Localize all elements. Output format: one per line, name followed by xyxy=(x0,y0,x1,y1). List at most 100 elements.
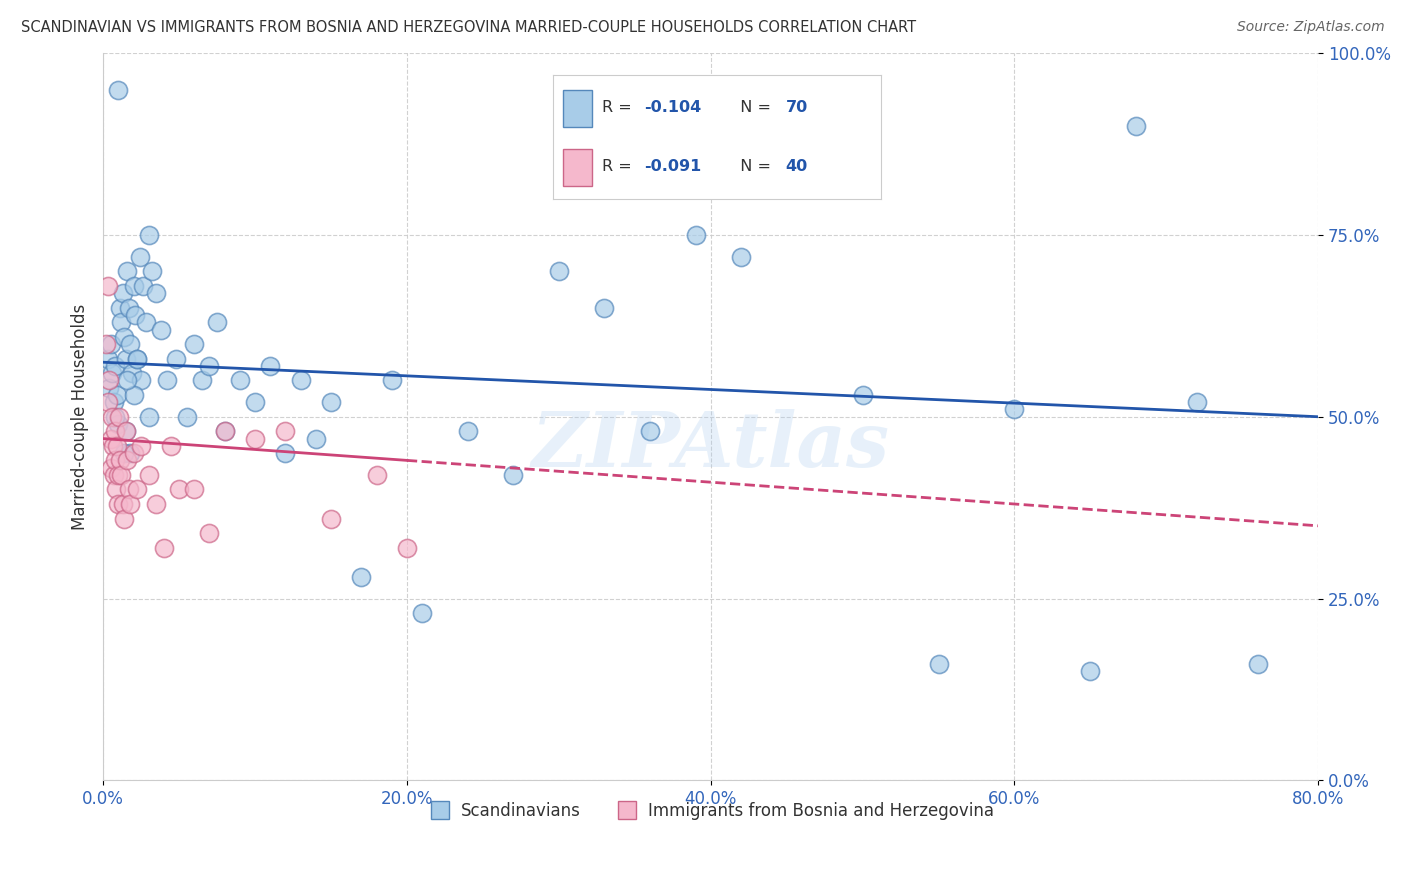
Point xyxy=(131,278,153,293)
Point xyxy=(259,359,281,373)
Point xyxy=(115,425,138,439)
Point xyxy=(103,467,125,482)
Point xyxy=(243,395,266,409)
Point xyxy=(191,373,214,387)
Point xyxy=(125,483,148,497)
Point xyxy=(115,425,138,439)
Point xyxy=(98,373,121,387)
Point xyxy=(124,308,146,322)
Point xyxy=(790,141,813,155)
Point xyxy=(101,409,124,424)
Point xyxy=(138,409,160,424)
Point xyxy=(229,373,252,387)
Point xyxy=(160,439,183,453)
Point xyxy=(122,388,145,402)
Point xyxy=(593,301,616,315)
Point xyxy=(274,446,297,460)
Point xyxy=(1246,657,1268,671)
Point xyxy=(120,497,142,511)
Point xyxy=(108,301,131,315)
Point xyxy=(129,373,152,387)
Point xyxy=(149,322,172,336)
Point xyxy=(198,359,221,373)
Point xyxy=(319,395,342,409)
Point xyxy=(153,541,176,555)
Point xyxy=(205,315,228,329)
Point xyxy=(111,286,134,301)
Point xyxy=(103,425,125,439)
Point xyxy=(138,467,160,482)
Point xyxy=(112,330,135,344)
Point xyxy=(1004,402,1026,417)
Y-axis label: Married-couple Households: Married-couple Households xyxy=(72,303,89,530)
Point xyxy=(183,483,205,497)
Point xyxy=(381,373,404,387)
Legend: Scandinavians, Immigrants from Bosnia and Herzegovina: Scandinavians, Immigrants from Bosnia an… xyxy=(422,795,1000,827)
Point xyxy=(366,467,388,482)
Point xyxy=(112,511,135,525)
Point xyxy=(457,425,479,439)
Point xyxy=(167,483,190,497)
Point xyxy=(122,278,145,293)
Point xyxy=(395,541,418,555)
Point xyxy=(105,388,128,402)
Point xyxy=(305,432,328,446)
Point xyxy=(156,373,179,387)
Point xyxy=(97,278,120,293)
Text: SCANDINAVIAN VS IMMIGRANTS FROM BOSNIA AND HERZEGOVINA MARRIED-COUPLE HOUSEHOLDS: SCANDINAVIAN VS IMMIGRANTS FROM BOSNIA A… xyxy=(21,20,917,35)
Point xyxy=(502,467,524,482)
Point xyxy=(117,453,139,467)
Point xyxy=(638,425,661,439)
Point xyxy=(1125,119,1147,133)
Point xyxy=(100,460,122,475)
Point xyxy=(108,409,131,424)
Point xyxy=(290,373,312,387)
Point xyxy=(547,264,569,278)
Point xyxy=(103,395,125,409)
Point xyxy=(96,337,118,351)
Point xyxy=(107,82,129,96)
Point xyxy=(115,351,138,366)
Point xyxy=(104,409,127,424)
Point xyxy=(319,511,342,525)
Point xyxy=(117,264,139,278)
Point xyxy=(928,657,950,671)
Point xyxy=(176,409,198,424)
Point xyxy=(101,366,124,380)
Point xyxy=(117,373,139,387)
Point xyxy=(122,446,145,460)
Point xyxy=(138,227,160,242)
Point xyxy=(100,432,122,446)
Point xyxy=(105,483,128,497)
Point xyxy=(107,497,129,511)
Point xyxy=(101,439,124,453)
Point xyxy=(125,351,148,366)
Point xyxy=(104,453,127,467)
Point xyxy=(141,264,163,278)
Point xyxy=(685,227,707,242)
Point xyxy=(112,446,135,460)
Point xyxy=(128,250,150,264)
Point xyxy=(97,395,120,409)
Point xyxy=(120,337,142,351)
Point xyxy=(107,417,129,431)
Point xyxy=(98,381,121,395)
Point xyxy=(198,526,221,541)
Point xyxy=(105,439,128,453)
Point xyxy=(118,301,141,315)
Point xyxy=(110,467,132,482)
Point xyxy=(129,439,152,453)
Point xyxy=(120,446,142,460)
Point xyxy=(104,359,127,373)
Point xyxy=(121,366,143,380)
Point xyxy=(100,337,122,351)
Point xyxy=(243,432,266,446)
Point xyxy=(97,351,120,366)
Point xyxy=(1185,395,1208,409)
Point xyxy=(107,467,129,482)
Point xyxy=(111,497,134,511)
Point xyxy=(108,453,131,467)
Point xyxy=(145,497,167,511)
Point xyxy=(110,315,132,329)
Point xyxy=(145,286,167,301)
